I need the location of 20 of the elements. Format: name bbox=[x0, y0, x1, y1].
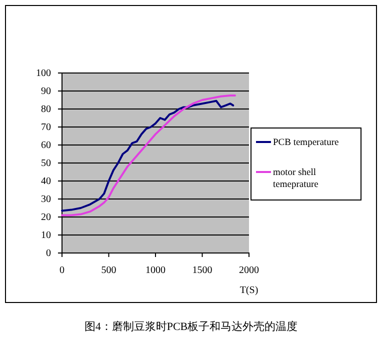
x-tick-label: 0 bbox=[60, 265, 64, 276]
x-tick-label: 500 bbox=[101, 265, 116, 276]
x-axis-title: T(S) bbox=[240, 285, 258, 296]
y-tick-label: 10 bbox=[41, 230, 51, 242]
y-tick-label: 30 bbox=[41, 194, 51, 206]
y-tick-label: 20 bbox=[41, 212, 51, 224]
y-tick-label: 70 bbox=[41, 122, 51, 134]
x-tick-label: 2000 bbox=[239, 265, 259, 276]
y-tick-label: 100 bbox=[36, 68, 51, 80]
x-tick-label: 1000 bbox=[146, 265, 166, 276]
y-tick-label: 60 bbox=[41, 140, 51, 152]
x-tick-label: 1500 bbox=[192, 265, 212, 276]
y-tick-label: 40 bbox=[41, 176, 51, 188]
legend-label: PCB temperature bbox=[273, 138, 339, 148]
y-tick-label: 90 bbox=[41, 86, 51, 98]
y-tick-label: 50 bbox=[41, 158, 51, 170]
y-tick-label: 80 bbox=[41, 104, 51, 116]
caption: 图4：磨制豆浆时PCB板子和马达外壳的温度 bbox=[84, 320, 298, 333]
legend-label: motor shell temeprature bbox=[273, 168, 318, 190]
y-tick-label: 0 bbox=[46, 248, 51, 260]
